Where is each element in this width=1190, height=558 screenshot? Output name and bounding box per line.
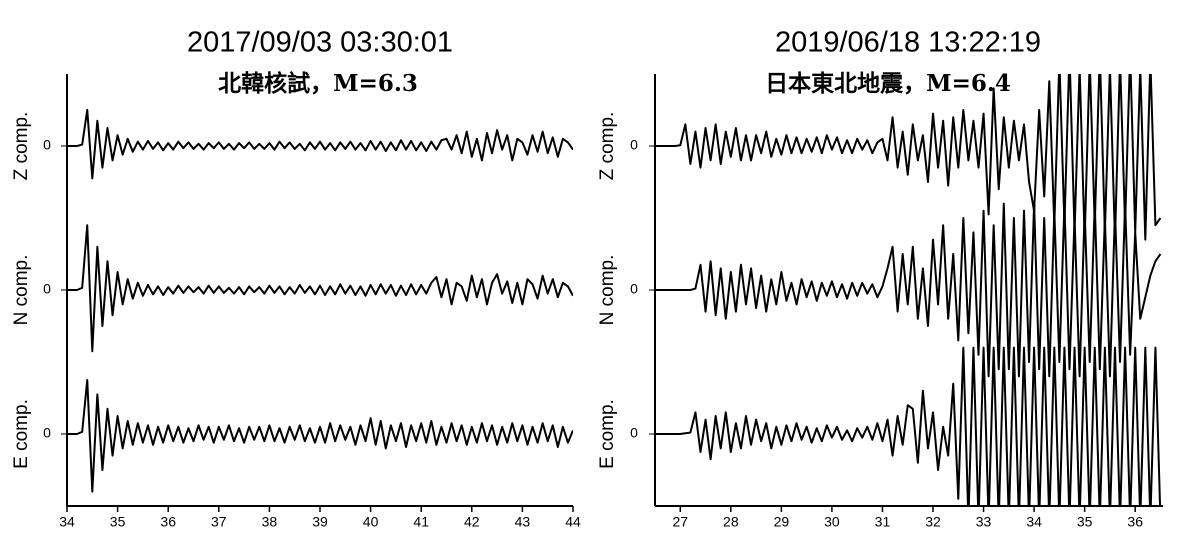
chart-title: 2017/09/03 03:30:01 [187,27,453,59]
x-tick-label: 30 [824,514,840,530]
y-tick-label: 0 [43,281,51,297]
x-tick-label: 35 [1077,514,1093,530]
series-label: E comp. [11,399,32,469]
series-label: Z comp. [11,112,32,181]
y-tick-label: 0 [630,425,638,441]
waveform [67,109,573,180]
x-tick-label: 33 [976,514,992,530]
series-label: N comp. [597,255,618,326]
x-tick-label: 34 [59,514,75,530]
x-tick-label: 36 [160,514,176,530]
y-tick-label: 0 [630,137,638,153]
x-tick-label: 32 [925,514,941,530]
chart-title: 2019/06/18 13:22:19 [775,27,1041,59]
x-tick-label: 35 [110,514,126,530]
x-tick-label: 36 [1127,514,1143,530]
series-label: N comp. [11,255,32,326]
x-tick-label: 31 [875,514,891,530]
y-tick-label: 0 [630,281,638,297]
y-tick-label: 0 [43,137,51,153]
x-tick-label: 44 [565,514,581,530]
chart-subtitle: 日本東北地震，M=6.4 [765,70,1011,97]
x-tick-label: 39 [312,514,328,530]
x-tick-label: 40 [363,514,379,530]
x-tick-label: 41 [413,514,429,530]
series-label: E comp. [597,399,618,469]
waveform [655,202,1162,378]
x-tick-label: 38 [262,514,278,530]
x-tick-label: 34 [1026,514,1042,530]
waveform [655,74,1162,241]
chart-subtitle: 北韓核試，M=6.3 [218,70,418,97]
series-label: Z comp. [597,112,618,181]
x-tick-label: 37 [211,514,227,530]
x-tick-label: 43 [515,514,531,530]
waveform [67,379,573,493]
x-tick-label: 29 [774,514,790,530]
x-tick-label: 42 [464,514,480,530]
waveform [655,346,1162,506]
x-tick-label: 28 [723,514,739,530]
x-tick-label: 27 [672,514,688,530]
y-tick-label: 0 [43,425,51,441]
waveform [67,224,573,353]
